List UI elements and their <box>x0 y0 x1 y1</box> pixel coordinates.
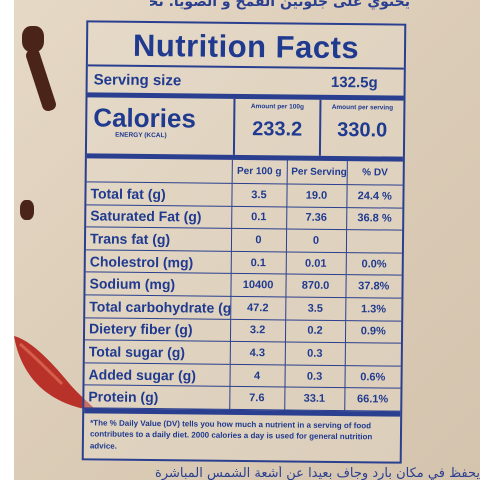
calories-row: Calories ENERGY (KCAL) Amount per 100g 2… <box>86 97 404 162</box>
value-per-100g: 4.3 <box>229 341 285 365</box>
value-per-100g: 4 <box>229 364 285 388</box>
nutrient-name: Total fat (g) <box>86 181 232 206</box>
value-per-100g: 7.6 <box>229 386 285 410</box>
table-row: Added sugar (g) 4 0.3 0.6% <box>84 362 401 389</box>
value-dv: 37.8% <box>345 274 402 299</box>
header-per-serving: Per Serving <box>286 160 347 185</box>
clove-spice-small <box>20 200 34 220</box>
serving-size-label: Serving size <box>93 70 182 89</box>
red-chili-pepper <box>14 336 96 410</box>
amount-per-serving-label: Amount per serving <box>331 103 394 112</box>
nutrient-name: Protein (g) <box>84 385 230 410</box>
value-dv: 24.4 % <box>346 184 403 208</box>
clove-spice <box>22 26 44 52</box>
value-per-100g: 47.2 <box>230 296 286 320</box>
nutrient-name: Added sugar (g) <box>84 362 230 387</box>
panel-title: Nutrition Facts <box>87 22 405 70</box>
nutrient-name: Total sugar (g) <box>84 339 230 365</box>
table-row: Sodium (mg) 10400 870.0 37.8% <box>85 272 402 299</box>
arabic-allergen-text: يحتوي على جلوتين القمح و الصويا. تحذير ا… <box>150 0 410 10</box>
calories-sublabel: ENERGY (KCAL) <box>115 131 167 140</box>
nutrient-name: Sodium (mg) <box>85 272 231 297</box>
serving-size-value: 132.5g <box>330 73 378 91</box>
value-dv <box>345 229 403 253</box>
value-dv: 66.1% <box>344 387 401 412</box>
nutrient-name: Dietery fiber (g) <box>84 317 231 342</box>
value-dv: 0.9% <box>344 320 402 344</box>
table-row: Trans fat (g) 0 0 <box>85 227 403 253</box>
value-per-serving: 870.0 <box>285 274 346 298</box>
arabic-storage-text: يحفظ في مكان بارد وجاف بعيدا عن أشعة الش… <box>155 466 480 480</box>
value-per-serving: 0.3 <box>284 364 345 388</box>
value-per-serving: 0 <box>285 229 347 253</box>
value-per-serving: 33.1 <box>284 387 345 411</box>
value-per-serving: 0.2 <box>284 319 346 343</box>
value-dv <box>344 342 401 366</box>
table-row: Protein (g) 7.6 33.1 66.1% <box>84 385 401 412</box>
nutrient-table: Per 100 g Per Serving % DV Total fat (g)… <box>84 158 403 412</box>
value-per-100g: 10400 <box>230 273 286 297</box>
value-per-serving: 7.36 <box>286 206 347 230</box>
value-dv: 0.0% <box>345 252 402 276</box>
nutrition-facts-panel: Nutrition Facts Serving size 132.5g Calo… <box>81 20 407 464</box>
nutrient-name: Total carbohydrate (g) <box>85 294 231 319</box>
value-per-100g: 3.5 <box>231 183 287 207</box>
table-header-row: Per 100 g Per Serving % DV <box>86 158 403 186</box>
value-per-100g: 0 <box>230 228 287 252</box>
nutrient-name: Saturated Fat (g) <box>86 204 232 229</box>
serving-size-row: Serving size 132.5g <box>87 66 404 101</box>
calories-per-100g-column: Amount per 100g 233.2 <box>232 98 320 156</box>
table-row: Dietery fiber (g) 3.2 0.2 0.9% <box>84 317 402 344</box>
value-per-100g: 0.1 <box>231 205 287 230</box>
amount-per-100g-label: Amount per 100g <box>250 103 304 111</box>
table-row: Saturated Fat (g) 0.1 7.36 36.8 % <box>86 204 403 231</box>
header-dv: % DV <box>346 161 403 186</box>
nutrient-name: Trans fat (g) <box>85 227 232 252</box>
calories-per-100g-value: 233.2 <box>252 118 303 141</box>
table-row: Total carbohydrate (g) 47.2 3.5 1.3% <box>85 294 402 321</box>
value-per-serving: 19.0 <box>286 183 347 208</box>
white-edge <box>0 0 14 480</box>
kraft-packaging <box>10 0 480 480</box>
value-dv: 36.8 % <box>346 207 403 231</box>
header-blank <box>86 158 232 184</box>
value-dv: 0.6% <box>344 365 401 389</box>
table-row: Total fat (g) 3.5 19.0 24.4 % <box>86 181 403 208</box>
table-row: Cholestrol (mg) 0.1 0.01 0.0% <box>85 249 402 276</box>
calories-label-block: Calories ENERGY (KCAL) <box>87 97 234 155</box>
calories-per-serving-value: 330.0 <box>337 118 388 142</box>
value-per-serving: 3.5 <box>285 296 346 321</box>
daily-value-footnote: *The % Daily Value (DV) tells you how mu… <box>83 408 401 460</box>
value-per-100g: 3.2 <box>229 318 286 343</box>
calories-label: Calories <box>93 102 197 134</box>
value-per-100g: 0.1 <box>230 251 286 275</box>
value-dv: 1.3% <box>345 297 402 321</box>
table-row: Total sugar (g) 4.3 0.3 <box>84 339 401 366</box>
nutrient-name: Cholestrol (mg) <box>85 249 231 274</box>
value-per-serving: 0.01 <box>285 251 346 275</box>
value-per-serving: 0.3 <box>284 342 345 366</box>
header-per-100g: Per 100 g <box>231 159 287 184</box>
calories-per-serving-column: Amount per serving 330.0 <box>318 99 404 157</box>
